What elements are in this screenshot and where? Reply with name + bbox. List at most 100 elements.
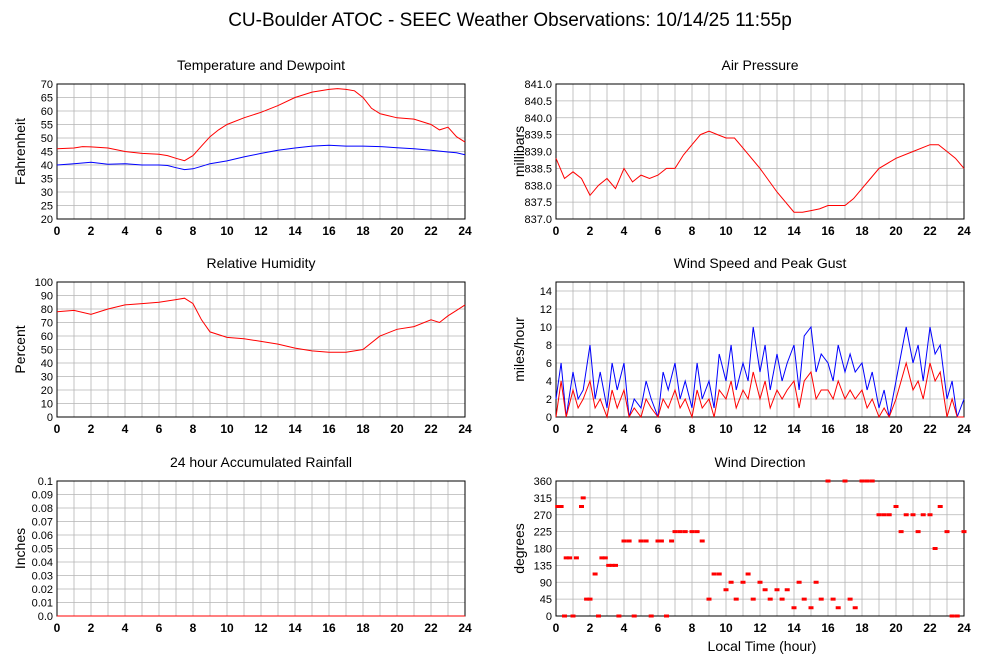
- dir-point: [864, 479, 870, 483]
- dir-point: [733, 597, 739, 601]
- rh-y-tick-label: 70: [41, 318, 53, 330]
- dir-point: [767, 597, 773, 601]
- dir-point: [658, 539, 664, 543]
- temp-x-tick-label: 6: [156, 224, 163, 238]
- dir-point: [898, 530, 904, 534]
- temp-x-tick-label: 2: [88, 224, 95, 238]
- dir-y-tick-label: 360: [534, 476, 552, 488]
- rh-y-tick-label: 10: [41, 399, 53, 411]
- x-axis-label: Local Time (hour): [708, 638, 817, 654]
- rh-x-tick-label: 18: [356, 422, 370, 436]
- wind-x-tick-label: 2: [587, 422, 594, 436]
- wind-x-tick-label: 12: [753, 422, 767, 436]
- rain-y-tick-label: 0.01: [32, 598, 53, 610]
- dir-y-tick-label: 315: [534, 493, 552, 505]
- dir-point: [813, 580, 819, 584]
- rh-y-axis-label: Percent: [12, 325, 28, 373]
- dir-title: Wind Direction: [714, 454, 805, 470]
- dir-y-tick-label: 0: [546, 611, 552, 623]
- dir-x-tick-label: 18: [855, 621, 869, 635]
- temp-title: Temperature and Dewpoint: [177, 57, 345, 73]
- pressure-chart: 837.0 837.5 838.0 838.5 839.0 839.5 840.0 840.5…: [511, 57, 971, 238]
- pressure-y-tick-label: 839.5: [524, 130, 552, 142]
- dir-x-tick-label: 20: [889, 621, 903, 635]
- wind-x-tick-label: 0: [553, 422, 560, 436]
- dir-y-tick-label: 90: [540, 577, 552, 589]
- dir-point: [728, 580, 734, 584]
- dir-point: [711, 572, 717, 576]
- pressure-y-tick-label: 837.5: [524, 197, 552, 209]
- pressure-x-tick-label: 4: [621, 224, 628, 238]
- wind-x-tick-label: 4: [621, 422, 628, 436]
- dir-point: [835, 606, 841, 610]
- dir-point: [613, 563, 618, 567]
- temp-x-tick-label: 22: [424, 224, 438, 238]
- wind-y-tick-label: 10: [540, 322, 552, 334]
- dir-x-tick-label: 14: [787, 621, 801, 635]
- rain-x-tick-label: 0: [54, 621, 61, 635]
- pressure-x-tick-label: 12: [753, 224, 767, 238]
- wind-x-tick-label: 20: [889, 422, 903, 436]
- dir-point: [932, 547, 938, 550]
- rain-y-tick-label: 0.08: [32, 503, 53, 515]
- dir-point: [592, 572, 598, 576]
- dir-point: [555, 505, 561, 508]
- rain-x-tick-label: 12: [254, 621, 268, 635]
- temp-y-tick-label: 55: [41, 120, 53, 132]
- rain-y-tick-label: 0.07: [32, 517, 53, 529]
- dir-point: [818, 597, 824, 601]
- dir-x-tick-label: 12: [753, 621, 767, 635]
- pressure-y-tick-label: 838.0: [524, 180, 552, 192]
- pressure-y-tick-label: 839.0: [524, 147, 552, 159]
- rh-x-tick-label: 12: [254, 422, 268, 436]
- dir-point: [573, 556, 579, 560]
- wind-y-tick-label: 6: [546, 358, 552, 370]
- dir-point: [677, 530, 683, 534]
- dir-x-tick-label: 22: [923, 621, 937, 635]
- rh-plot-frame: [56, 281, 466, 418]
- rain-y-tick-label: 0.09: [32, 490, 53, 502]
- dir-point: [779, 597, 785, 601]
- dir-point: [587, 597, 593, 601]
- dir-point: [847, 597, 853, 601]
- dir-x-tick-label: 10: [719, 621, 733, 635]
- pressure-x-tick-label: 6: [655, 224, 662, 238]
- dir-point: [621, 539, 627, 543]
- rain-x-tick-label: 14: [288, 621, 302, 635]
- wind-x-tick-label: 16: [821, 422, 835, 436]
- dir-point: [579, 505, 584, 508]
- dir-point: [648, 614, 654, 618]
- dir-point: [784, 588, 790, 592]
- rain-y-tick-label: 0.06: [32, 530, 53, 542]
- rh-y-tick-label: 0: [47, 412, 53, 424]
- dir-y-tick-label: 180: [534, 544, 552, 556]
- rain-y-tick-label: 0.1: [38, 476, 53, 488]
- pressure-x-tick-label: 20: [889, 224, 903, 238]
- wind-y-tick-label: 2: [546, 394, 552, 406]
- rain-x-tick-label: 24: [458, 621, 472, 635]
- dir-point: [672, 530, 678, 534]
- temp-x-tick-label: 4: [122, 224, 129, 238]
- dir-point: [886, 513, 892, 517]
- rh-y-tick-label: 60: [41, 331, 53, 343]
- temp-y-tick-label: 25: [41, 201, 53, 213]
- temp-x-tick-label: 8: [190, 224, 197, 238]
- pressure-x-tick-label: 18: [855, 224, 869, 238]
- dir-x-tick-label: 0: [553, 621, 560, 635]
- main-title: CU-Boulder ATOC - SEEC Weather Observati…: [228, 10, 792, 31]
- rh-x-tick-label: 8: [190, 422, 197, 436]
- dir-point: [757, 580, 763, 584]
- dir-point: [944, 530, 950, 534]
- wind-y-axis-label: miles/hour: [511, 317, 527, 382]
- dir-point: [567, 556, 573, 560]
- temp-y-tick-label: 60: [41, 106, 53, 118]
- temp-x-tick-label: 16: [322, 224, 336, 238]
- temp-y-tick-label: 45: [41, 147, 53, 159]
- dir-point: [881, 513, 887, 517]
- dir-point: [954, 614, 960, 618]
- wind-x-tick-label: 24: [957, 422, 971, 436]
- rh-x-tick-label: 22: [424, 422, 438, 436]
- dir-x-tick-label: 4: [621, 621, 628, 635]
